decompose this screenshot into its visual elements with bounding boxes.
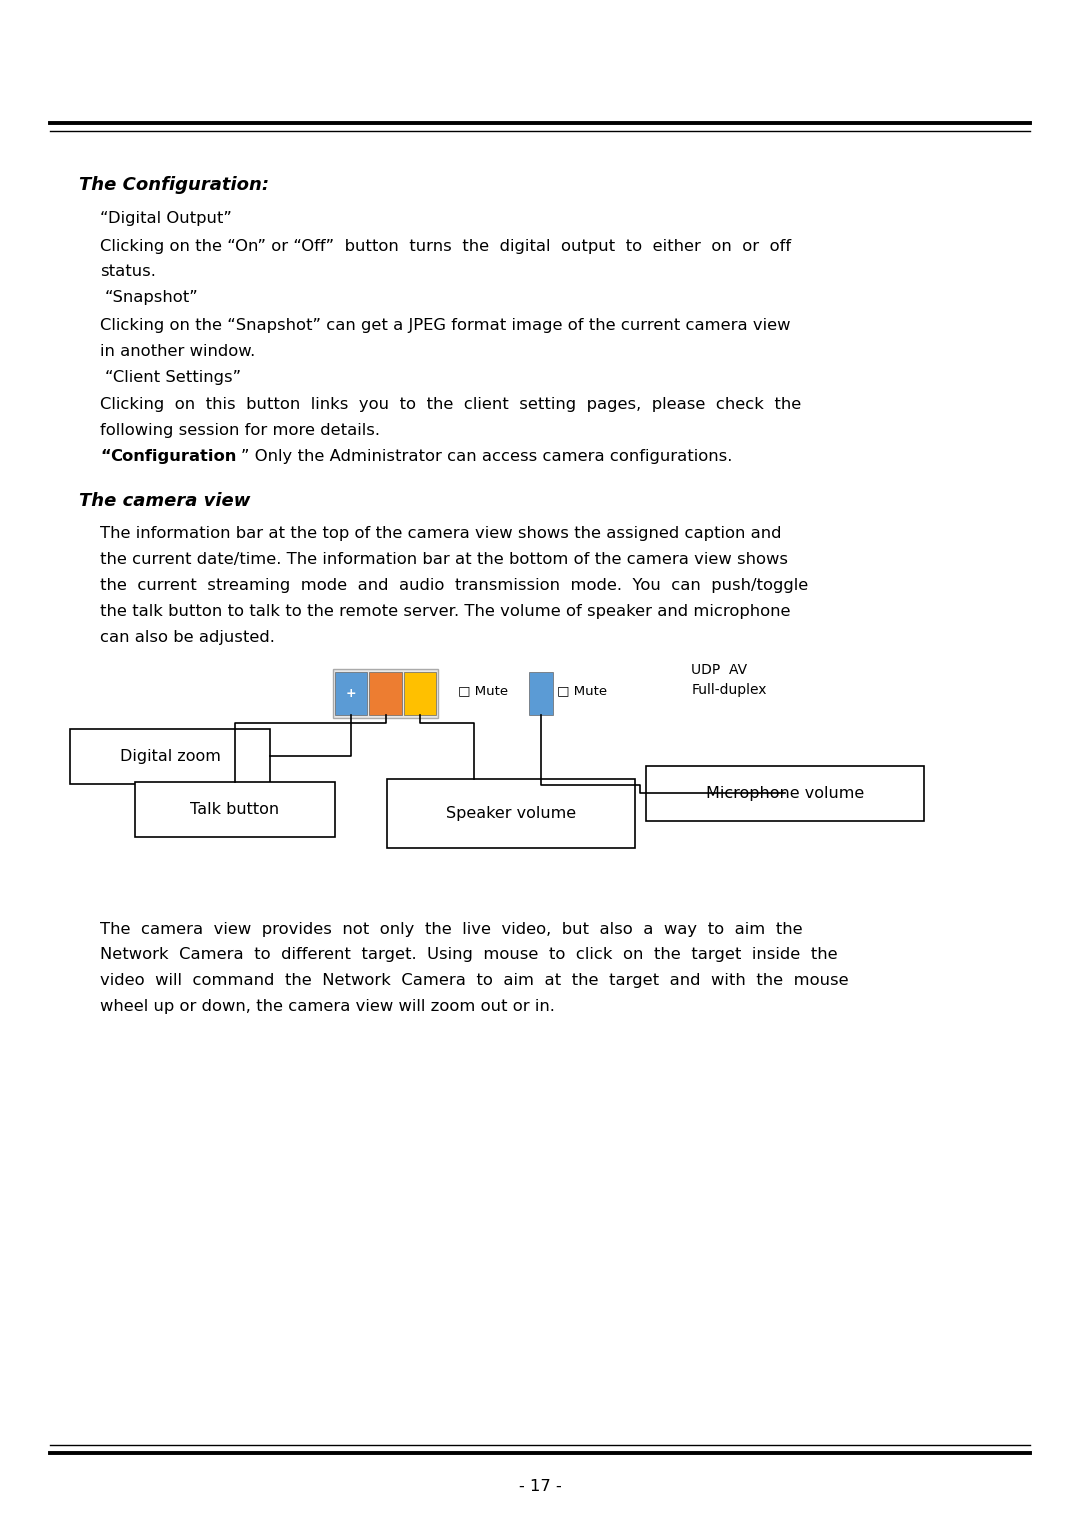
- Text: □ Mute: □ Mute: [458, 685, 508, 697]
- Text: Talk button: Talk button: [190, 802, 280, 817]
- Text: Configuration: Configuration: [110, 449, 237, 465]
- Text: the  current  streaming  mode  and  audio  transmission  mode.  You  can  push/t: the current streaming mode and audio tra…: [100, 578, 809, 593]
- Bar: [529, 672, 553, 715]
- Text: Microphone volume: Microphone volume: [706, 785, 864, 801]
- Bar: [135, 782, 335, 837]
- Text: “: “: [100, 449, 111, 465]
- Text: wheel up or down, the camera view will zoom out or in.: wheel up or down, the camera view will z…: [100, 999, 555, 1015]
- Text: “Snapshot”: “Snapshot”: [105, 290, 199, 306]
- Text: Clicking on the “On” or “Off”  button  turns  the  digital  output  to  either  : Clicking on the “On” or “Off” button tur…: [100, 238, 792, 254]
- Text: the talk button to talk to the remote server. The volume of speaker and micropho: the talk button to talk to the remote se…: [100, 604, 791, 619]
- Bar: [335, 672, 367, 715]
- Bar: [70, 729, 270, 784]
- Text: in another window.: in another window.: [100, 344, 256, 359]
- Text: The Configuration:: The Configuration:: [79, 176, 269, 194]
- Bar: [404, 672, 436, 715]
- FancyBboxPatch shape: [333, 669, 438, 718]
- Bar: [646, 766, 924, 821]
- Text: “Digital Output”: “Digital Output”: [100, 211, 232, 226]
- Text: ” Only the Administrator can access camera configurations.: ” Only the Administrator can access came…: [241, 449, 732, 465]
- Text: UDP  AV
Full-duplex: UDP AV Full-duplex: [691, 663, 767, 697]
- Text: status.: status.: [100, 264, 157, 280]
- Text: can also be adjusted.: can also be adjusted.: [100, 630, 275, 645]
- Text: The camera view: The camera view: [79, 492, 251, 510]
- Bar: [387, 779, 635, 848]
- Text: The  camera  view  provides  not  only  the  live  video,  but  also  a  way  to: The camera view provides not only the li…: [100, 921, 804, 937]
- Text: Speaker volume: Speaker volume: [446, 807, 576, 821]
- Bar: [369, 672, 402, 715]
- Text: following session for more details.: following session for more details.: [100, 423, 380, 439]
- Text: Digital zoom: Digital zoom: [120, 749, 220, 764]
- Text: □ Mute: □ Mute: [557, 685, 607, 697]
- Text: Network  Camera  to  different  target.  Using  mouse  to  click  on  the  targe: Network Camera to different target. Usin…: [100, 947, 838, 963]
- Text: “Client Settings”: “Client Settings”: [105, 370, 241, 385]
- Text: Clicking  on  this  button  links  you  to  the  client  setting  pages,  please: Clicking on this button links you to the…: [100, 397, 801, 413]
- Text: the current date/time. The information bar at the bottom of the camera view show: the current date/time. The information b…: [100, 552, 788, 567]
- Text: +: +: [346, 688, 356, 700]
- Text: Clicking on the “Snapshot” can get a JPEG format image of the current camera vie: Clicking on the “Snapshot” can get a JPE…: [100, 318, 791, 333]
- Text: The information bar at the top of the camera view shows the assigned caption and: The information bar at the top of the ca…: [100, 526, 782, 541]
- Text: - 17 -: - 17 -: [518, 1479, 562, 1494]
- Text: video  will  command  the  Network  Camera  to  aim  at  the  target  and  with : video will command the Network Camera to…: [100, 973, 849, 989]
